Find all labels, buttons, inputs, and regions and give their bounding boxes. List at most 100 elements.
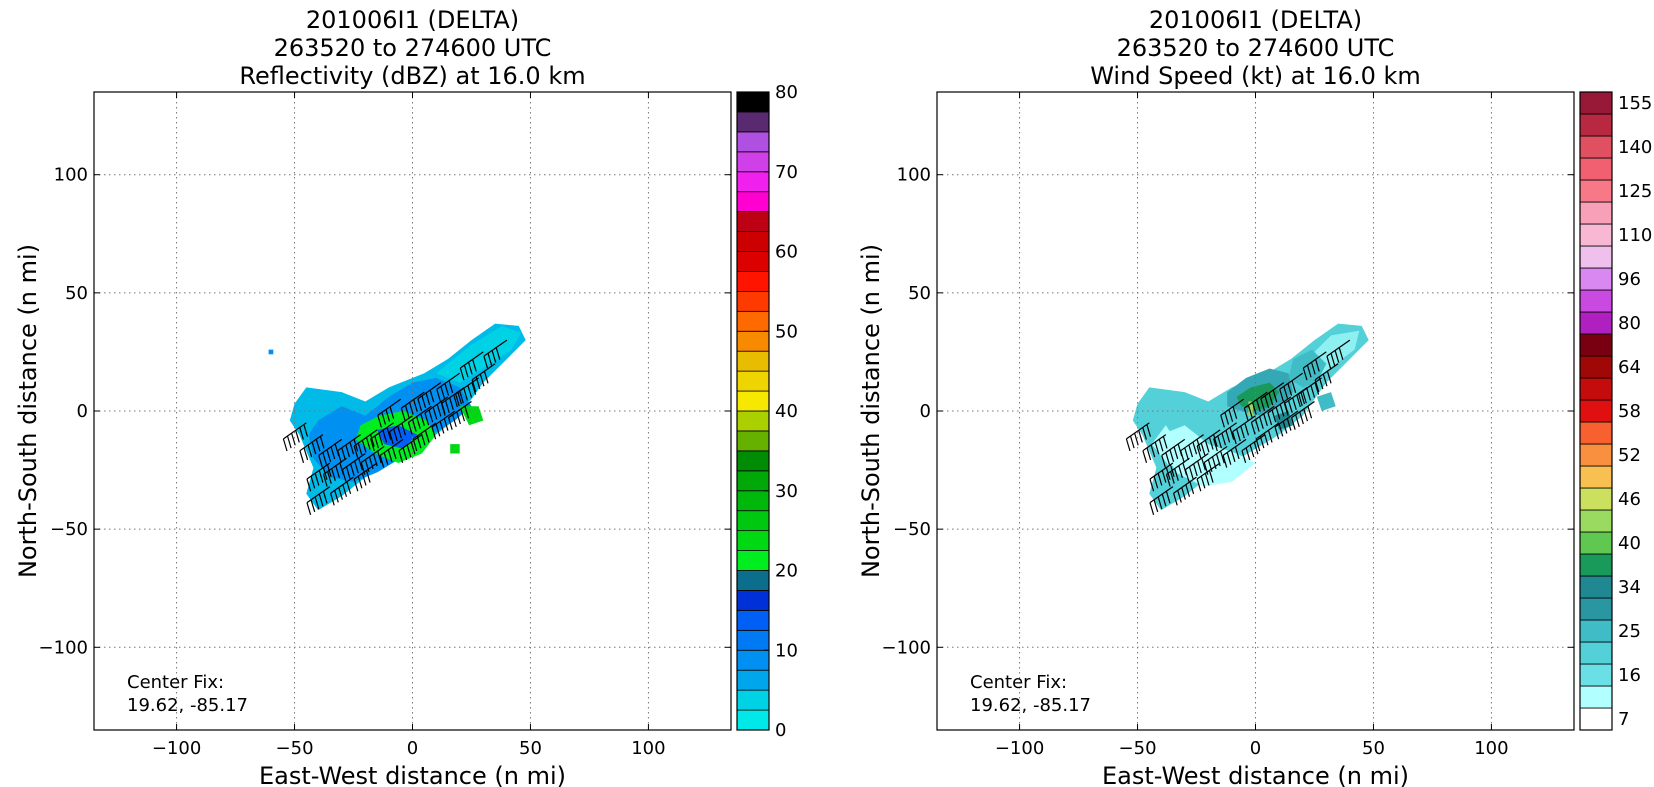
barb-flag <box>1226 452 1232 465</box>
barb-flag <box>1142 450 1148 463</box>
barb-flag <box>387 449 393 462</box>
barb-flag <box>345 466 351 480</box>
barb-flag <box>1224 412 1230 425</box>
barb-flag <box>410 441 416 455</box>
barb-flag <box>311 441 317 455</box>
colorbar-cell <box>1579 399 1613 423</box>
colorbar-cell <box>736 470 770 492</box>
barb-flag <box>1146 447 1152 461</box>
barb-flag <box>1153 476 1159 489</box>
x-tick-label: −50 <box>276 738 314 759</box>
colorbar-cell <box>736 609 770 631</box>
barb-flag <box>400 407 406 421</box>
barb-flag <box>455 393 460 407</box>
colorbar-cell <box>1579 597 1613 621</box>
colorbar-cell <box>736 450 770 472</box>
barb-flag <box>459 367 465 381</box>
colorbar-tick-label: 50 <box>775 321 798 342</box>
barb-flag <box>401 423 407 436</box>
y-tick-label: −100 <box>39 637 88 658</box>
colorbar-cell <box>736 251 770 272</box>
wind-barb <box>1326 339 1351 369</box>
barb-flag <box>463 388 468 401</box>
wind-barbs <box>282 339 508 515</box>
barb-flag <box>318 493 324 507</box>
wind-barb <box>388 415 413 445</box>
wind-barb <box>353 462 378 492</box>
barb-flag <box>1125 438 1131 452</box>
barb-flag <box>314 473 320 486</box>
barb-flag <box>1241 450 1247 463</box>
x-tick-label: 50 <box>1362 738 1385 759</box>
colorbar-tick-label: 70 <box>775 162 798 183</box>
barb-flag <box>487 353 493 366</box>
barb-flag <box>1296 394 1301 408</box>
colorbar-cell <box>1579 377 1613 401</box>
colorbar-tick-label: 0 <box>775 720 786 741</box>
wind-barb <box>1149 486 1174 515</box>
barb-flag <box>1192 441 1198 455</box>
barb-flag <box>479 373 485 387</box>
wind-barb <box>400 391 425 421</box>
wind-barb <box>412 422 437 452</box>
barb-flag <box>1165 474 1171 487</box>
barb-flag <box>331 468 336 481</box>
barb-flag <box>1302 367 1308 381</box>
center-fix-annotation: Center Fix: <box>970 672 1067 693</box>
barb-flag <box>1201 457 1206 471</box>
colorbar-cell <box>736 649 770 671</box>
barb-flag <box>408 402 414 415</box>
wind-barb <box>431 410 456 440</box>
barb-flag <box>1279 404 1285 417</box>
colorbar-cell <box>736 290 770 312</box>
colorbar-cell <box>736 131 770 153</box>
barb-flag <box>448 380 454 393</box>
wind-barb <box>370 422 394 452</box>
barb-flag <box>1318 376 1324 390</box>
barb-flag <box>416 416 421 429</box>
colorbar-tick-label: 7 <box>1618 709 1629 730</box>
barb-flag <box>1271 409 1277 423</box>
barb-flag <box>444 400 450 413</box>
barb-flag <box>1189 481 1195 495</box>
barb-flag <box>1291 380 1297 393</box>
wind-barb <box>1196 462 1221 492</box>
chart-panel-2: 201006I1 (DELTA)263520 to 274600 UTCWind… <box>857 6 1652 787</box>
colorbar-cell <box>1579 179 1613 203</box>
colorbar-cell <box>736 390 770 412</box>
wind-barb <box>1231 415 1256 445</box>
colorbar-tick-label: 80 <box>1618 313 1641 334</box>
colorbar-tick-label: 155 <box>1618 93 1652 114</box>
barb-flag <box>1181 487 1186 500</box>
barb-flag <box>386 427 392 440</box>
barb-flag <box>1259 416 1264 429</box>
colorbar-tick-label: 58 <box>1618 401 1641 422</box>
wind-barb <box>1142 434 1168 463</box>
colorbar-cell <box>1579 157 1613 181</box>
wind-barb <box>471 363 496 393</box>
barb-flag <box>1192 463 1198 477</box>
barb-flag <box>420 413 425 427</box>
wind-barb <box>459 351 484 381</box>
wind-barb <box>1274 410 1299 440</box>
barb-flag <box>357 442 363 456</box>
center-fix-annotation: 19.62, -85.17 <box>127 695 248 716</box>
barb-flag <box>1260 398 1266 411</box>
barb-flag <box>460 408 466 422</box>
wind-barb <box>306 486 331 515</box>
barb-flag <box>1180 450 1185 463</box>
barb-flag <box>1158 439 1164 452</box>
colorbar-cell <box>1579 487 1613 511</box>
barb-flag <box>1149 478 1155 492</box>
barb-flag <box>1208 437 1214 450</box>
data-region <box>1161 425 1256 487</box>
barb-flag <box>1161 493 1167 507</box>
barb-flag <box>1165 452 1171 465</box>
chart-title-line: 263520 to 274600 UTC <box>274 34 552 62</box>
colorbar-cell <box>736 590 770 611</box>
barb-flag <box>327 471 332 484</box>
barb-flag <box>421 395 427 409</box>
barb-flag <box>1283 403 1289 416</box>
barb-flag <box>303 447 309 461</box>
